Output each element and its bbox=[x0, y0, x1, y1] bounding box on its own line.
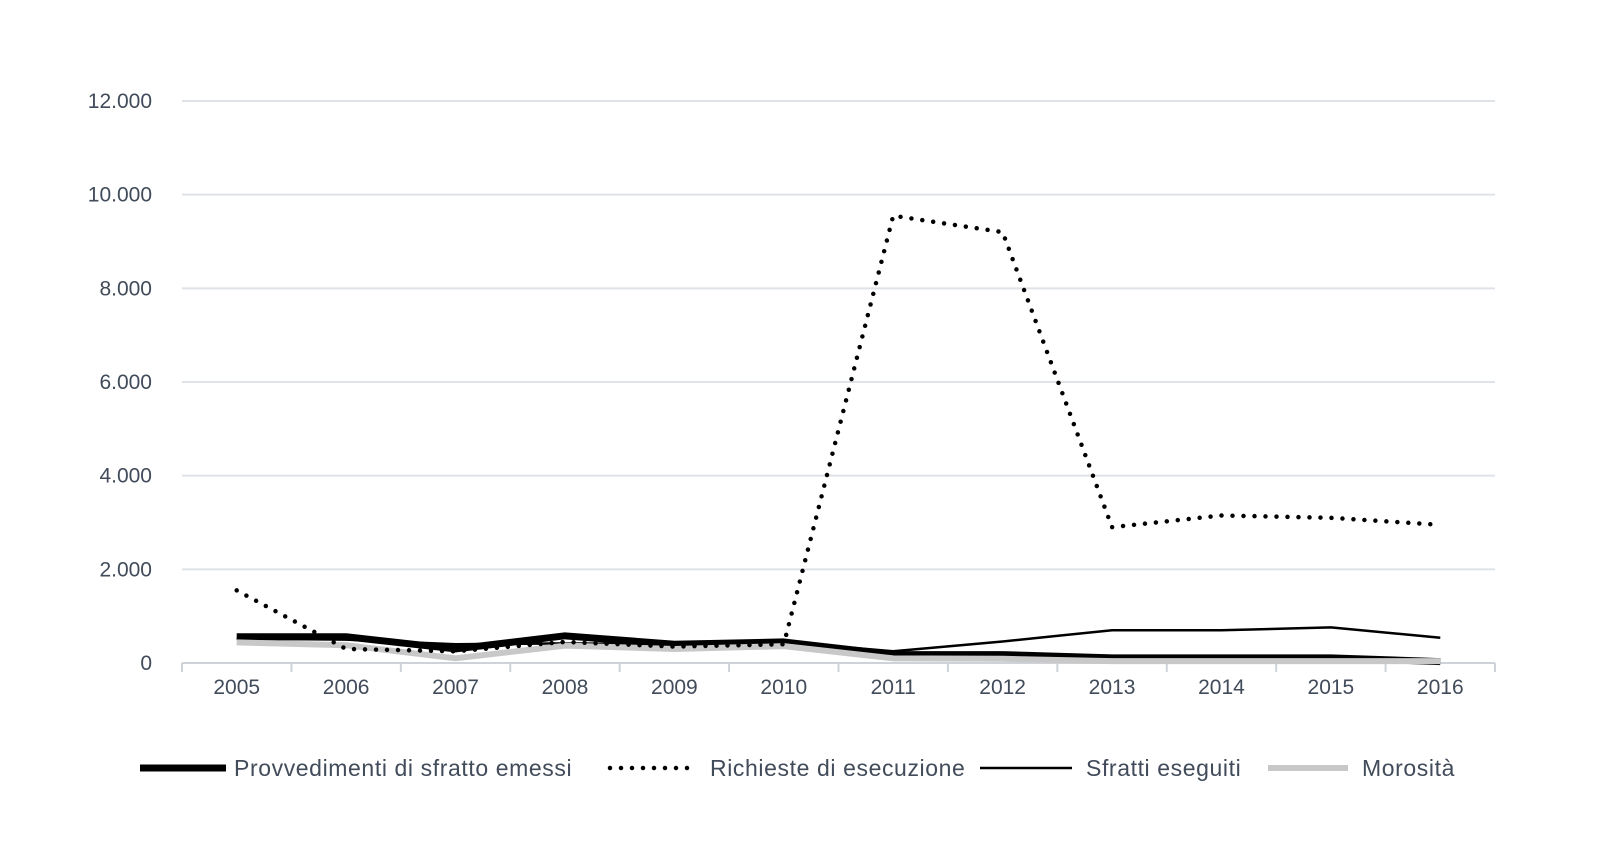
series-lines bbox=[234, 213, 1443, 666]
legend-label: Morosità bbox=[1362, 755, 1455, 781]
legend: Provvedimenti di sfratto emessi Richieste… bbox=[140, 755, 1455, 781]
y-tick-label: 0 bbox=[140, 652, 152, 675]
y-tick-label: 2.000 bbox=[99, 558, 152, 581]
series-line-1 bbox=[234, 213, 1443, 654]
series-line-3 bbox=[236, 639, 1441, 665]
y-tick-label: 6.000 bbox=[99, 371, 152, 394]
x-axis: 2005 2006 2007 2008 2009 2010 2011 2012 2013 2014… bbox=[181, 662, 1496, 699]
x-tick-label: 2008 bbox=[542, 676, 589, 699]
y-tick-label: 10.000 bbox=[88, 184, 152, 207]
y-tick-label: 8.000 bbox=[99, 277, 152, 300]
y-tick-label: 4.000 bbox=[99, 465, 152, 488]
series-line-2 bbox=[236, 626, 1441, 653]
x-tick-label: 2015 bbox=[1308, 676, 1355, 699]
x-tick-label: 2016 bbox=[1417, 676, 1464, 699]
x-tick-label: 2012 bbox=[979, 676, 1026, 699]
x-tick-label: 2005 bbox=[213, 676, 260, 699]
x-tick-label: 2007 bbox=[432, 676, 479, 699]
legend-label: Provvedimenti di sfratto emessi bbox=[234, 755, 572, 781]
y-axis-ticks: 0 2.000 4.000 6.000 8.000 10.000 12.000 bbox=[88, 90, 152, 675]
x-tick-label: 2014 bbox=[1198, 676, 1245, 699]
x-tick-label: 2013 bbox=[1089, 676, 1136, 699]
x-tick-label: 2010 bbox=[760, 676, 807, 699]
legend-label: Sfratti eseguiti bbox=[1086, 755, 1241, 781]
x-tick-label: 2006 bbox=[323, 676, 370, 699]
series-line-0 bbox=[236, 632, 1441, 666]
x-tick-label: 2009 bbox=[651, 676, 698, 699]
x-tick-label: 2011 bbox=[871, 676, 916, 699]
legend-label: Richieste di esecuzione bbox=[710, 755, 965, 781]
y-tick-label: 12.000 bbox=[88, 90, 152, 113]
gridlines bbox=[182, 100, 1495, 571]
